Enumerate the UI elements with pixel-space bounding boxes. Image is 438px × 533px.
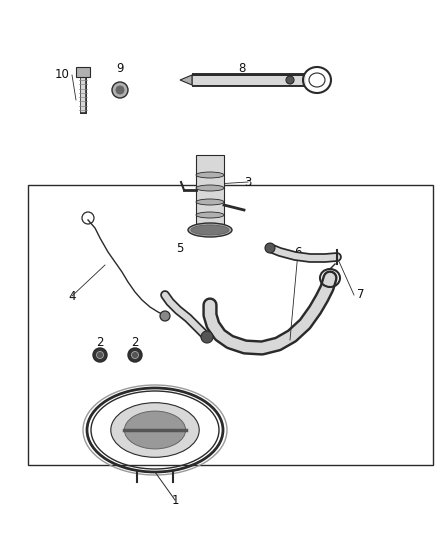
Circle shape bbox=[265, 243, 275, 253]
Ellipse shape bbox=[196, 199, 224, 205]
Bar bbox=[196, 155, 224, 230]
Ellipse shape bbox=[124, 411, 186, 449]
Circle shape bbox=[93, 348, 107, 362]
Text: 3: 3 bbox=[244, 175, 252, 189]
Bar bbox=[76, 67, 90, 77]
Circle shape bbox=[112, 82, 128, 98]
Ellipse shape bbox=[191, 225, 229, 235]
Text: 5: 5 bbox=[177, 241, 184, 254]
Circle shape bbox=[116, 86, 124, 94]
Text: 2: 2 bbox=[131, 335, 139, 349]
Text: 2: 2 bbox=[96, 335, 104, 349]
Ellipse shape bbox=[196, 185, 224, 191]
Polygon shape bbox=[180, 75, 192, 85]
Text: 8: 8 bbox=[238, 61, 246, 75]
Ellipse shape bbox=[111, 403, 199, 457]
Circle shape bbox=[160, 311, 170, 321]
Circle shape bbox=[286, 76, 294, 84]
Bar bbox=[28, 185, 433, 465]
Circle shape bbox=[201, 331, 213, 343]
Circle shape bbox=[96, 351, 103, 359]
Circle shape bbox=[131, 351, 138, 359]
Text: 7: 7 bbox=[357, 288, 364, 302]
Text: 9: 9 bbox=[116, 61, 124, 75]
Text: 1: 1 bbox=[171, 494, 179, 506]
Ellipse shape bbox=[196, 212, 224, 218]
Text: 10: 10 bbox=[55, 69, 70, 82]
Ellipse shape bbox=[188, 223, 232, 237]
Text: 6: 6 bbox=[294, 246, 302, 259]
Ellipse shape bbox=[196, 172, 224, 178]
Circle shape bbox=[128, 348, 142, 362]
Text: 4: 4 bbox=[68, 289, 76, 303]
